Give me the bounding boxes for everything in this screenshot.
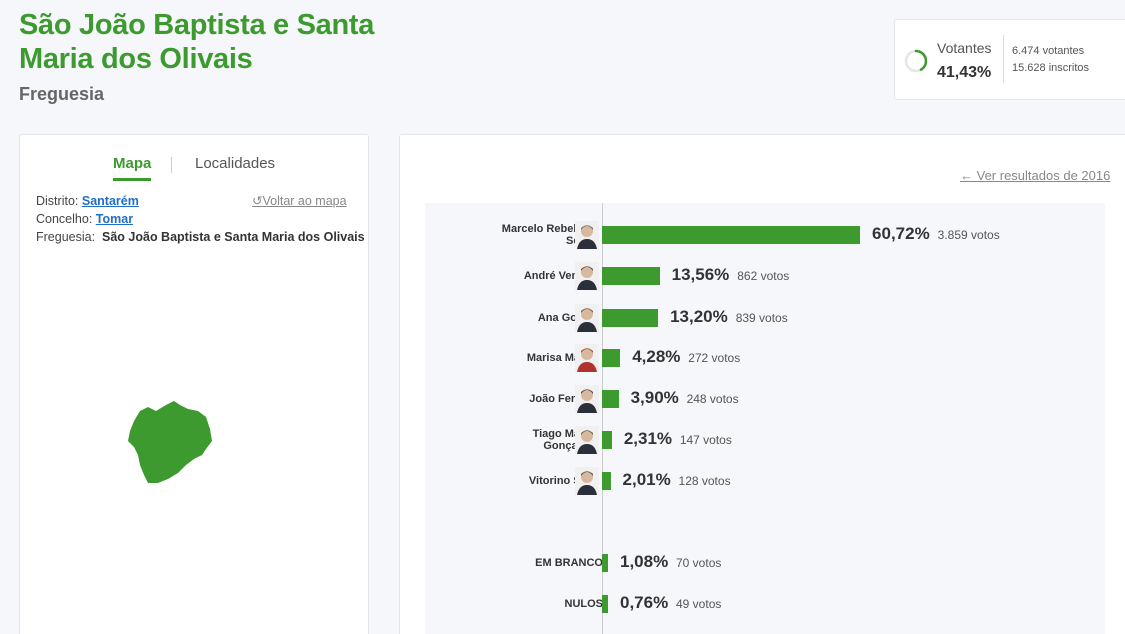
- turnout-percent: 41,43%: [937, 64, 992, 81]
- result-votes: 248 votos: [686, 392, 739, 406]
- freguesia-label: Freguesia:: [36, 230, 96, 244]
- turnout-voters: 6.474 votantes: [1012, 45, 1085, 57]
- result-bar[interactable]: [602, 349, 621, 367]
- result-votes: 839 votos: [735, 311, 788, 325]
- result-percent: 3,90%: [630, 388, 679, 407]
- result-bar[interactable]: [602, 595, 608, 613]
- candidate-avatar-icon: [575, 262, 599, 290]
- concelho-label: Concelho:: [36, 212, 93, 226]
- distrito-label: Distrito:: [36, 194, 79, 208]
- results-2016-link[interactable]: ← Ver resultados de 2016: [960, 168, 1110, 183]
- candidate-avatar-icon: [575, 221, 599, 249]
- results-chart: Marcelo Rebelo deSousa60,72%3.859 votosA…: [425, 203, 1105, 634]
- result-bar[interactable]: [602, 472, 611, 490]
- result-percent: 2,31%: [623, 429, 673, 448]
- result-percent: 1,08%: [620, 552, 669, 571]
- turnout-ring-icon: [904, 49, 928, 73]
- results-panel: ← Ver resultados de 2016 Marcelo Rebelo …: [399, 134, 1125, 634]
- concelho-link[interactable]: Tomar: [95, 212, 134, 226]
- result-percent: 4,28%: [632, 347, 681, 366]
- tab-mapa[interactable]: Mapa: [113, 155, 152, 181]
- candidate-avatar-icon: [575, 344, 599, 372]
- turnout-registered: 15.628 inscritos: [1012, 62, 1090, 74]
- result-votes: 147 votos: [679, 433, 732, 447]
- result-row-mayan: Tiago Mayan Gonçalves 2,31% 147 votos: [425, 425, 1105, 455]
- distrito-row: Distrito: Santarém: [36, 194, 139, 208]
- back-to-map-label: Voltar ao mapa: [262, 194, 347, 208]
- result-votes: 862 votos: [737, 269, 790, 283]
- result-percent: 13,56%: [671, 265, 730, 284]
- candidate-avatar-icon: [575, 385, 599, 413]
- result-percent: 60,72%: [872, 224, 930, 243]
- result-row-em-branco: EM BRANCO 1,08% 70 votos: [425, 548, 1105, 578]
- arrow-left-icon: ←: [960, 168, 973, 183]
- back-to-map-link[interactable]: ↺Voltar ao mapa: [252, 193, 347, 208]
- result-percent: 13,20%: [670, 307, 728, 326]
- result-row-nulos: NULOS 0,76% 49 votos: [425, 589, 1105, 619]
- result-votes: 128 votos: [678, 474, 731, 488]
- page-subtitle: Freguesia: [19, 84, 105, 104]
- candidate-avatar-icon: [575, 304, 599, 332]
- result-votes: 272 votos: [688, 351, 741, 365]
- result-bar[interactable]: [602, 390, 619, 408]
- undo-icon: ↺: [252, 194, 263, 208]
- candidate-avatar-icon: [575, 467, 599, 495]
- result-percent: 2,01%: [622, 470, 671, 489]
- freguesia-row: Freguesia: São João Baptista e Santa Mar…: [36, 230, 365, 244]
- result-row-matias: Marisa Matias 4,28% 272 votos: [425, 343, 1105, 373]
- turnout-divider: [1003, 35, 1004, 83]
- result-row-marcelo: Marcelo Rebelo deSousa60,72%3.859 votos: [425, 220, 1105, 250]
- freguesia-map-shape[interactable]: [126, 399, 216, 489]
- result-row-ferreira: João Ferreira 3,90% 248 votos: [425, 384, 1105, 414]
- result-row-ventura: André Ventura 13,56% 862 votos: [425, 261, 1105, 291]
- result-votes: 49 votos: [676, 597, 722, 611]
- tab-mapa-label: Mapa: [113, 155, 152, 172]
- result-row-gomes: Ana Gomes 13,20% 839 votos: [425, 303, 1105, 333]
- candidate-name: EM BRANCO: [535, 557, 603, 569]
- freguesia-value: São João Baptista e Santa Maria dos Oliv…: [102, 230, 365, 244]
- candidate-name: NULOS: [564, 598, 604, 610]
- result-bar[interactable]: [602, 309, 659, 327]
- candidate-avatar-icon: [575, 426, 599, 454]
- results-2016-label: Ver resultados de 2016: [976, 168, 1111, 183]
- page-title: São João Baptista e Santa Maria dos Oliv…: [19, 9, 375, 75]
- result-votes: 3.859 votos: [937, 228, 1000, 242]
- result-bar[interactable]: [602, 554, 608, 572]
- chart-axis-line: [602, 203, 603, 634]
- result-row-vitorino: Vitorino Silva 2,01% 128 votos: [425, 466, 1105, 496]
- tab-divider: [171, 157, 172, 173]
- map-panel: Mapa Localidades Distrito: Santarém Conc…: [19, 134, 369, 634]
- result-votes: 70 votos: [676, 556, 722, 570]
- result-bar[interactable]: [602, 226, 861, 244]
- concelho-row: Concelho: Tomar: [36, 212, 133, 226]
- result-percent: 0,76%: [620, 593, 669, 612]
- tab-active-indicator: [113, 178, 152, 181]
- turnout-card: Votantes 41,43% 6.474 votantes 15.628 in…: [894, 19, 1125, 100]
- turnout-label: Votantes: [937, 40, 992, 56]
- result-bar[interactable]: [602, 431, 612, 449]
- result-bar[interactable]: [602, 267, 660, 285]
- panel-tabs: Mapa Localidades: [20, 155, 370, 181]
- tab-localidades[interactable]: Localidades: [195, 155, 276, 172]
- distrito-link[interactable]: Santarém: [81, 194, 139, 208]
